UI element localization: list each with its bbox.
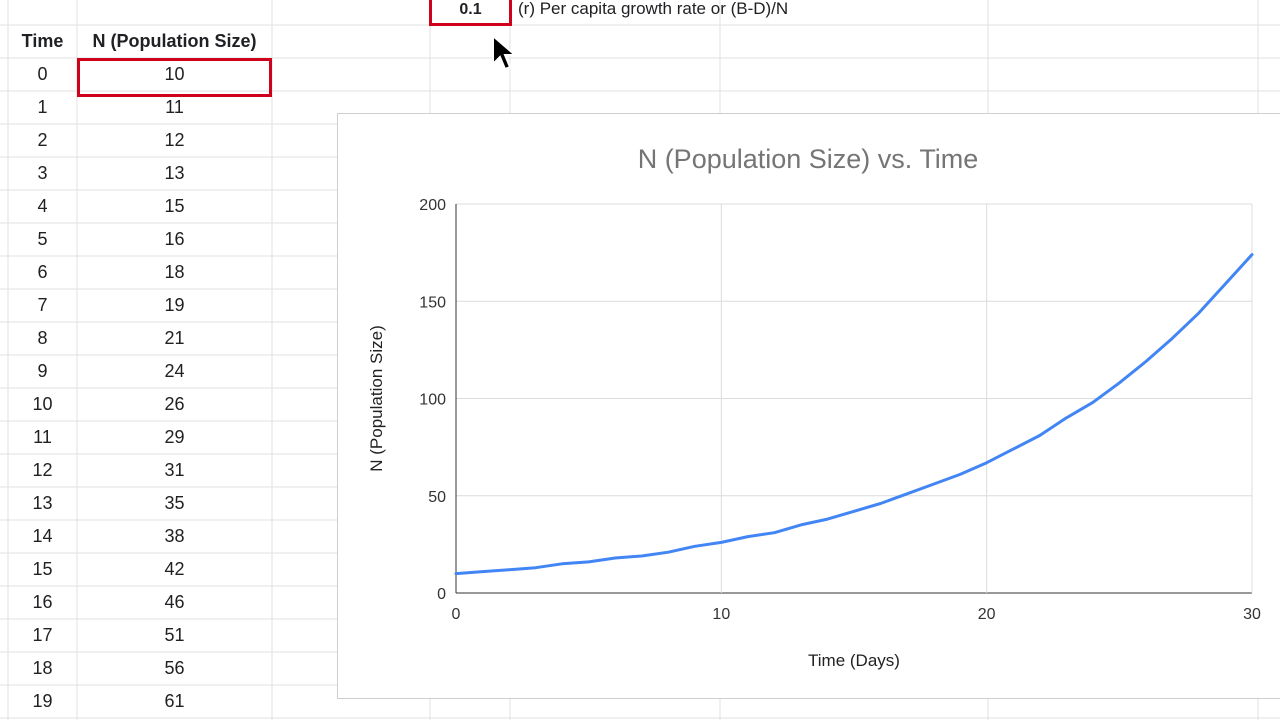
- time-cell[interactable]: 1: [37, 97, 48, 117]
- time-cell[interactable]: 19: [32, 691, 53, 711]
- population-cell[interactable]: 35: [164, 493, 185, 513]
- x-axis-title: Time (Days): [808, 651, 900, 670]
- population-cell[interactable]: 56: [164, 658, 185, 678]
- population-cell[interactable]: 11: [165, 97, 184, 117]
- mouse-cursor-icon: [492, 34, 518, 71]
- series-line: [454, 253, 1254, 576]
- population-cell[interactable]: 61: [164, 691, 185, 711]
- time-cell[interactable]: 7: [37, 295, 48, 315]
- y-tick-label: 100: [419, 392, 446, 409]
- x-tick-label: 20: [978, 606, 996, 623]
- time-cell[interactable]: 14: [32, 526, 53, 546]
- y-tick-label: 0: [437, 586, 446, 603]
- y-axis-title: N (Population Size): [367, 325, 386, 471]
- chart-title: N (Population Size) vs. Time: [637, 144, 979, 174]
- x-tick-label: 0: [452, 606, 461, 623]
- time-cell[interactable]: 0: [37, 64, 48, 84]
- time-cell[interactable]: 4: [37, 196, 48, 216]
- y-tick-label: 50: [428, 489, 446, 506]
- population-cell[interactable]: 29: [164, 427, 185, 447]
- column-header-population[interactable]: N (Population Size): [92, 31, 257, 51]
- time-cell[interactable]: 15: [32, 559, 53, 579]
- y-tick-label: 150: [419, 294, 446, 311]
- population-cell[interactable]: 26: [164, 394, 185, 414]
- population-cell[interactable]: 16: [164, 229, 185, 249]
- population-cell[interactable]: 46: [164, 592, 185, 612]
- population-cell[interactable]: 24: [164, 361, 185, 381]
- line-chart[interactable]: N (Population Size) vs. Time 0 50 100 150 20…: [337, 113, 1280, 699]
- time-cell[interactable]: 18: [32, 658, 53, 678]
- time-cell[interactable]: 11: [33, 427, 52, 447]
- time-cell[interactable]: 3: [37, 163, 48, 183]
- time-cell[interactable]: 2: [37, 130, 48, 150]
- population-cell[interactable]: 31: [164, 460, 185, 480]
- time-cell[interactable]: 17: [32, 625, 53, 645]
- time-cell[interactable]: 9: [37, 361, 48, 381]
- column-header-time[interactable]: Time: [21, 31, 64, 51]
- population-cell[interactable]: 15: [164, 196, 185, 216]
- population-cell[interactable]: 18: [164, 262, 185, 282]
- population-cell[interactable]: 12: [164, 130, 185, 150]
- population-cell[interactable]: 51: [164, 625, 185, 645]
- time-cell[interactable]: 12: [32, 460, 53, 480]
- population-cell[interactable]: 42: [164, 559, 185, 579]
- population-cell[interactable]: 19: [164, 295, 185, 315]
- time-cell[interactable]: 5: [37, 229, 48, 249]
- population-cell[interactable]: 21: [164, 328, 185, 348]
- growth-rate-cell[interactable]: 0.1: [429, 0, 512, 26]
- time-cell[interactable]: 16: [32, 592, 53, 612]
- growth-rate-label: (r) Per capita growth rate or (B-D)/N: [518, 0, 789, 18]
- x-tick-label: 30: [1243, 606, 1261, 623]
- population-cell[interactable]: 10: [164, 64, 185, 84]
- time-cell[interactable]: 10: [32, 394, 53, 414]
- selected-cell-highlight: [77, 58, 272, 97]
- chart-plot: 0 50 100 150 200 0 10 20 30 Time (Days) N (Populat…: [367, 197, 1261, 670]
- population-cell[interactable]: 38: [164, 526, 185, 546]
- time-cell[interactable]: 6: [37, 262, 48, 282]
- x-tick-label: 10: [712, 606, 730, 623]
- time-cell[interactable]: 13: [32, 493, 53, 513]
- time-cell[interactable]: 8: [37, 328, 48, 348]
- y-tick-label: 200: [419, 197, 446, 214]
- population-cell[interactable]: 13: [164, 163, 185, 183]
